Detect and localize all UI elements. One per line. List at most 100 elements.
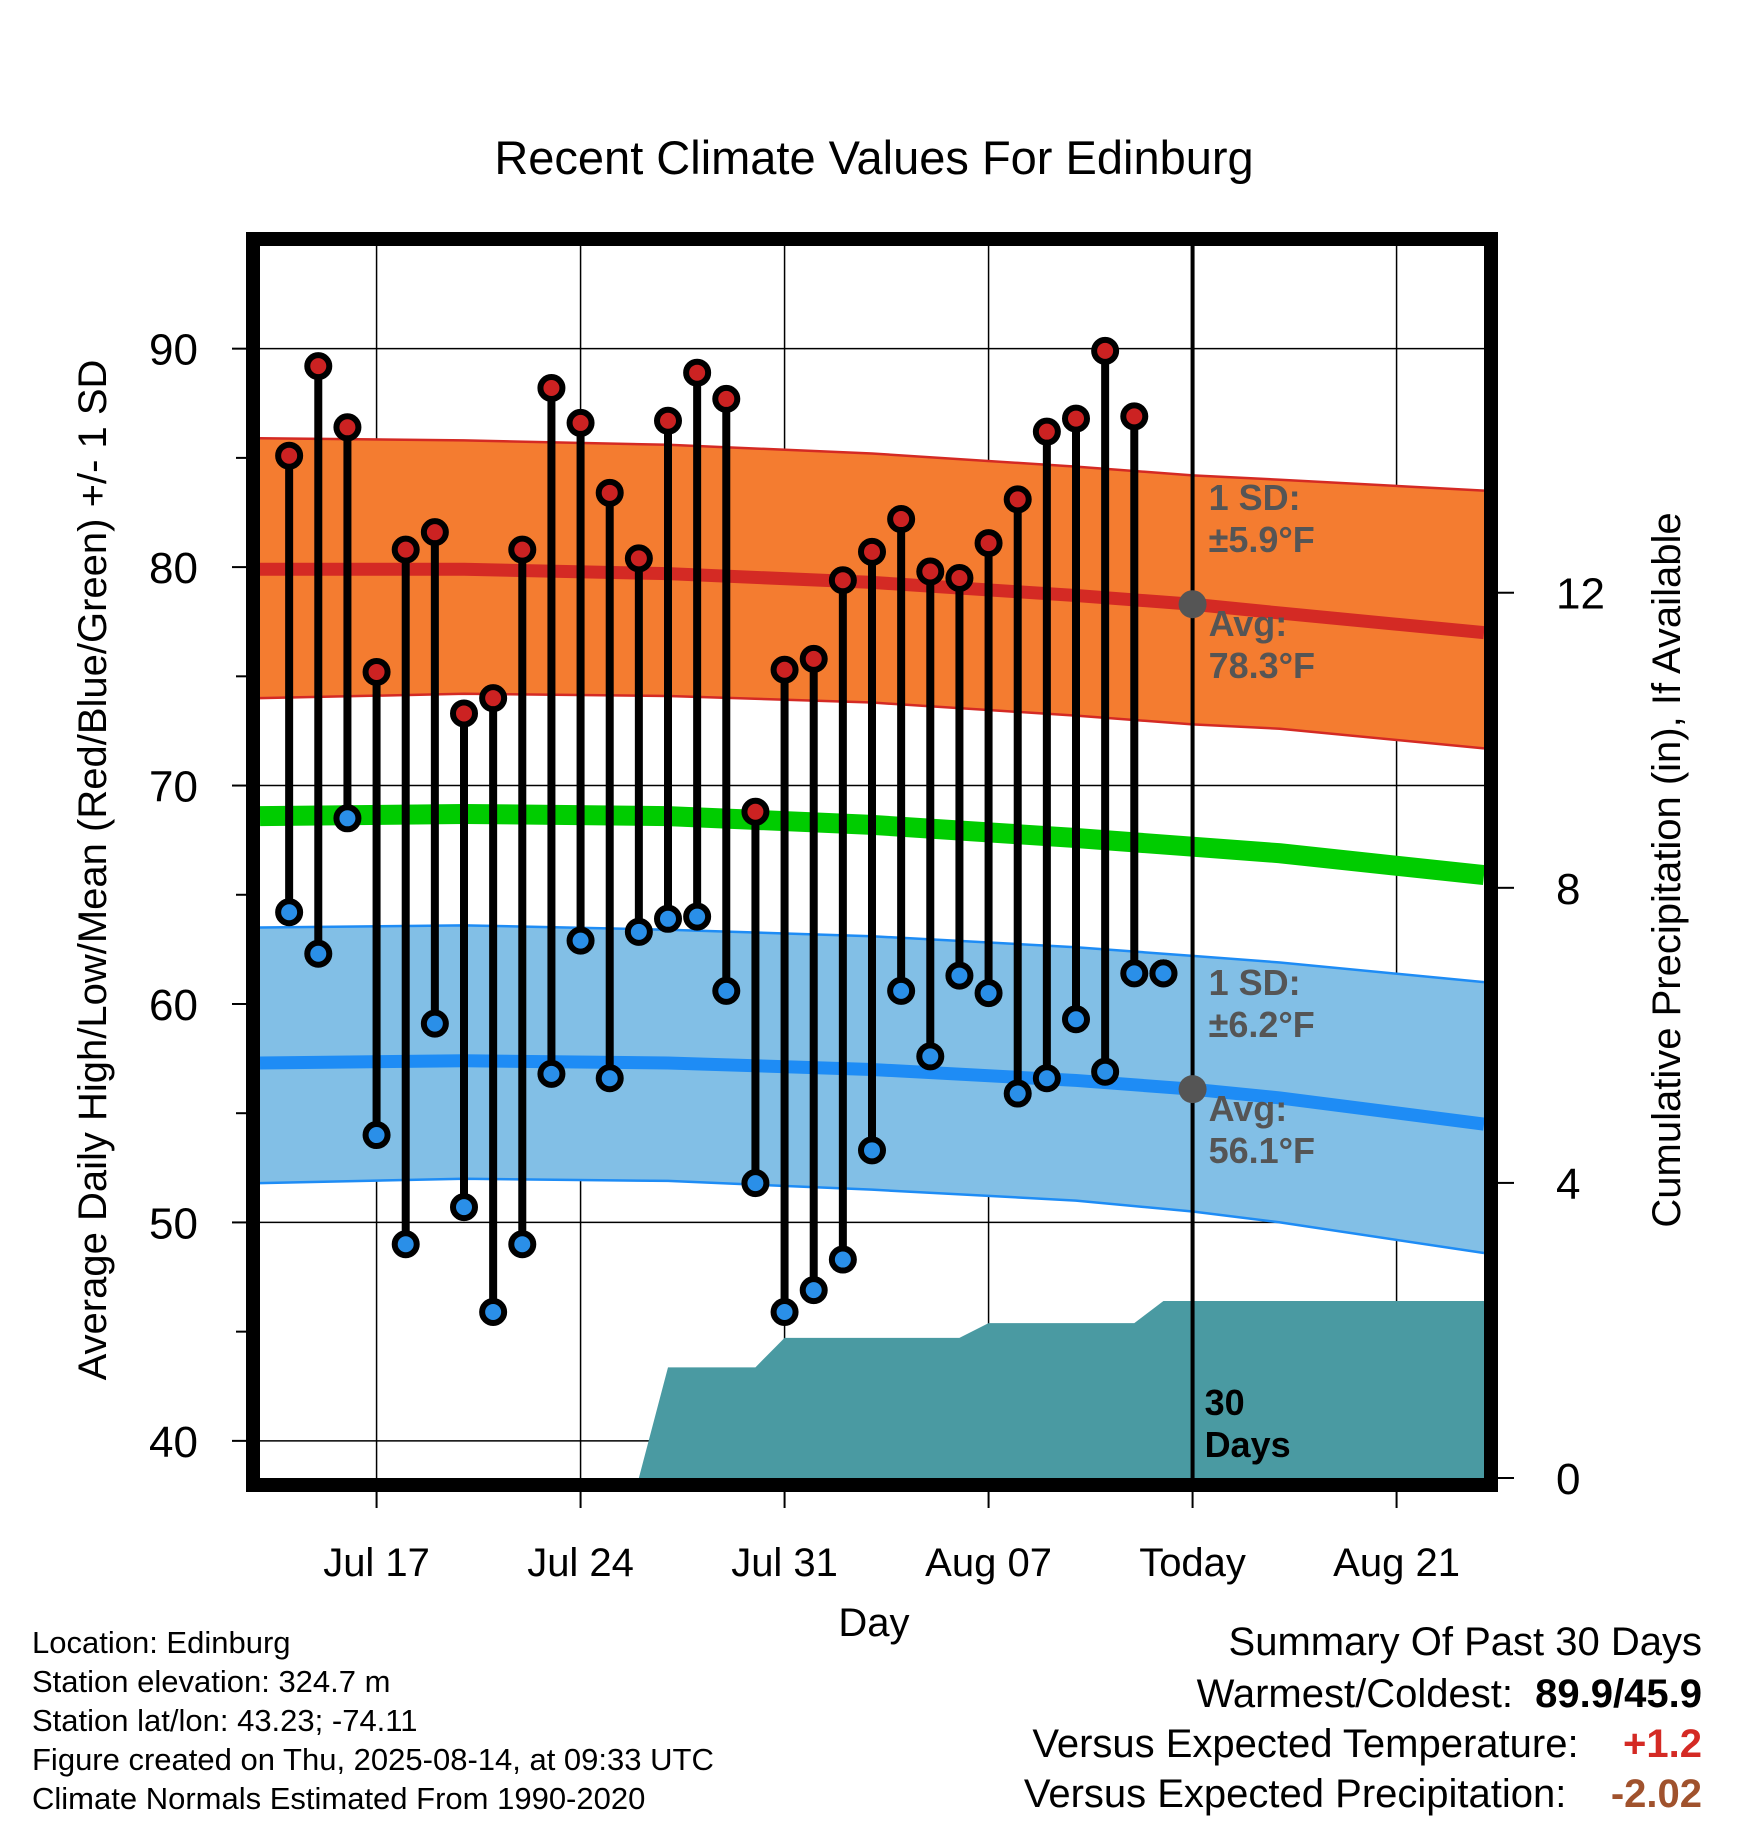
warm-cold-value: 89.9/45.9 xyxy=(1535,1672,1702,1716)
low-point xyxy=(887,976,916,1005)
low-point xyxy=(654,904,682,933)
low-point xyxy=(945,961,974,990)
high-point xyxy=(566,408,595,437)
low-avg-label: Avg: xyxy=(1209,1088,1288,1129)
high-avg-marker xyxy=(1178,590,1207,619)
low-point xyxy=(770,1297,799,1326)
low-point xyxy=(595,1064,624,1093)
x-tick-label: Aug 21 xyxy=(1333,1541,1460,1585)
high-point xyxy=(362,657,391,686)
low-avg-value: 56.1°F xyxy=(1209,1130,1315,1171)
high-point xyxy=(799,644,828,673)
high-point xyxy=(420,518,449,547)
y-axis-label: Average Daily High/Low/Mean (Red/Blue/Gr… xyxy=(71,360,115,1381)
info-location: Location: Edinburg xyxy=(32,1625,291,1660)
x-axis-label: Day xyxy=(838,1601,909,1645)
high-point xyxy=(974,529,1003,558)
low-point xyxy=(858,1136,886,1165)
high-point xyxy=(887,505,916,534)
precip-label: Versus Expected Precipitation: xyxy=(1023,1772,1567,1816)
high-point xyxy=(1032,417,1061,446)
info-created: Figure created on Thu, 2025-08-14, at 09… xyxy=(32,1742,714,1777)
low-point xyxy=(741,1169,770,1198)
low-point xyxy=(1091,1057,1120,1086)
temp-label: Versus Expected Temperature: xyxy=(1032,1722,1579,1766)
high-point xyxy=(508,535,537,564)
x-tick-label: Jul 17 xyxy=(323,1541,430,1585)
high-point xyxy=(654,406,682,435)
low-point xyxy=(683,902,712,931)
normal-low-lower-edge xyxy=(259,1177,1485,1255)
summary-warm-cold: Warmest/Coldest: 89.9/45.9 xyxy=(1197,1672,1702,1717)
high-point xyxy=(858,537,886,566)
precip-days-word: Days xyxy=(1205,1424,1291,1465)
info-normals: Climate Normals Estimated From 1990-2020 xyxy=(32,1781,646,1816)
low-point xyxy=(1149,959,1178,988)
high-point xyxy=(450,699,478,728)
precip-days-number: 30 xyxy=(1205,1382,1245,1423)
low-point xyxy=(712,976,741,1005)
high-avg-label: Avg: xyxy=(1209,603,1288,644)
high-point xyxy=(770,655,799,684)
normal-mean-line xyxy=(259,803,1486,886)
high-point xyxy=(1091,336,1120,365)
high-point xyxy=(712,384,741,413)
normal-low-mean-line xyxy=(259,1054,1485,1131)
summary-temp: Versus Expected Temperature: +1.2 xyxy=(1032,1722,1702,1767)
y-tick-label: 70 xyxy=(149,763,198,812)
high-point xyxy=(333,413,362,442)
low-point xyxy=(537,1059,566,1088)
y2-tick-label: 4 xyxy=(1556,1160,1580,1209)
temp-value: +1.2 xyxy=(1623,1722,1702,1766)
chart-title: Recent Climate Values For Edinburg xyxy=(494,131,1253,184)
high-point xyxy=(595,478,624,507)
high-point xyxy=(916,557,945,586)
low-point xyxy=(916,1042,945,1071)
y2-tick-label: 8 xyxy=(1556,865,1580,914)
low-point xyxy=(362,1121,391,1150)
high-point xyxy=(828,566,857,595)
y-tick-label: 50 xyxy=(149,1199,198,1248)
summary-title: Summary Of Past 30 Days xyxy=(1228,1620,1702,1664)
low-sd-value: ±6.2°F xyxy=(1209,1004,1315,1045)
high-point xyxy=(1003,485,1032,514)
precip-area-fill xyxy=(260,1300,1484,1478)
x-tick-label: Jul 24 xyxy=(527,1541,634,1585)
low-point xyxy=(828,1245,857,1274)
high-sd-label: 1 SD: xyxy=(1209,477,1301,518)
y-tick-label: 40 xyxy=(149,1418,198,1467)
high-point xyxy=(479,684,508,713)
daily-stems xyxy=(285,350,1139,1312)
x-tick-label: Today xyxy=(1139,1541,1246,1585)
y-tick-label: 80 xyxy=(149,544,198,593)
warm-cold-label: Warmest/Coldest: xyxy=(1196,1672,1513,1716)
high-point xyxy=(391,535,420,564)
low-point xyxy=(1032,1064,1061,1093)
y-tick-label: 60 xyxy=(149,981,198,1030)
low-point xyxy=(974,979,1003,1008)
high-point xyxy=(624,544,653,573)
plot-frame xyxy=(246,232,1498,1492)
high-point xyxy=(1120,402,1149,431)
low-point xyxy=(1062,1005,1090,1034)
x-tick-label: Aug 07 xyxy=(925,1541,1052,1585)
low-point xyxy=(1120,959,1149,988)
normal-high-mean-line xyxy=(260,562,1485,640)
high-avg-value: 78.3°F xyxy=(1209,645,1315,686)
low-point xyxy=(479,1297,508,1326)
x-tick-label: Jul 31 xyxy=(731,1541,838,1585)
low-point xyxy=(1003,1079,1032,1108)
plot-border xyxy=(246,232,1498,1492)
summary-precip: Versus Expected Precipitation: -2.02 xyxy=(1024,1772,1702,1817)
normal-high-upper-edge xyxy=(259,436,1485,492)
low-point xyxy=(624,917,653,946)
low-point xyxy=(450,1193,478,1222)
low-sd-label: 1 SD: xyxy=(1209,962,1301,1003)
low-point xyxy=(333,804,362,833)
precip-value: -2.02 xyxy=(1610,1772,1702,1816)
y2-tick-label: 0 xyxy=(1556,1455,1580,1504)
normal-low-upper-edge xyxy=(259,924,1485,984)
axes: 40 50 60 70 80 90 0 4 8 12 Jul 17 Jul 24 Jul 31 Aug 0… xyxy=(149,326,1605,1585)
